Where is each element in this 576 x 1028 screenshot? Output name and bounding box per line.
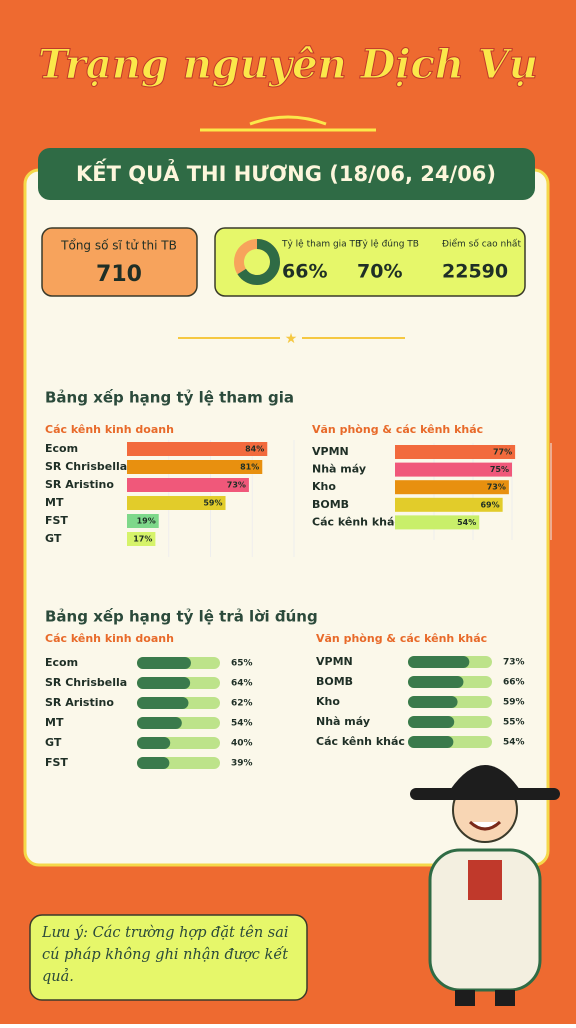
group-title: Văn phòng & các kênh khác bbox=[316, 632, 487, 645]
note-box bbox=[29, 914, 308, 1001]
group-title: Các kênh kinh doanh bbox=[45, 423, 174, 436]
row-label: MT bbox=[45, 496, 64, 509]
bar bbox=[408, 736, 454, 748]
title: Trạng nguyên Dịch Vụ bbox=[38, 41, 538, 88]
value-label: 54% bbox=[231, 719, 253, 729]
value-label: 81% bbox=[240, 463, 259, 472]
row-label: Các kênh khác bbox=[316, 735, 405, 748]
value-label: 73% bbox=[503, 658, 525, 668]
value-label: 55% bbox=[503, 718, 525, 728]
row-label: GT bbox=[45, 736, 62, 749]
row-label: Nhà máy bbox=[312, 463, 366, 476]
bar bbox=[408, 656, 470, 668]
ornament bbox=[200, 115, 376, 132]
bar bbox=[395, 515, 480, 530]
value-label: 73% bbox=[227, 481, 246, 490]
correct-label: Tỷ lệ đúng TB bbox=[356, 239, 419, 250]
row-label: FST bbox=[45, 756, 68, 769]
value-label: 75% bbox=[490, 465, 509, 474]
bar bbox=[408, 696, 458, 708]
value-label: 19% bbox=[137, 517, 156, 526]
bar bbox=[137, 657, 191, 669]
value-label: 39% bbox=[231, 759, 253, 769]
bar bbox=[408, 676, 464, 688]
row-label: FST bbox=[45, 514, 68, 527]
row-label: SR Aristino bbox=[45, 478, 114, 491]
top-score-label: Điểm số cao nhất bbox=[442, 239, 521, 250]
bar bbox=[127, 496, 226, 510]
bar bbox=[395, 497, 503, 512]
group-title: Các kênh kinh doanh bbox=[45, 632, 174, 645]
note-wrap: Lưu ý: Các trường hợp đặt tên sai cú phá… bbox=[42, 925, 289, 985]
total-value: 710 bbox=[96, 262, 142, 287]
row-label: SR Chrisbella bbox=[45, 460, 127, 473]
value-label: 59% bbox=[503, 698, 525, 708]
participation-value: 66% bbox=[282, 261, 327, 283]
section-title: Bảng xếp hạng tỷ lệ tham gia bbox=[45, 388, 294, 407]
bar bbox=[127, 460, 263, 474]
row-label: GT bbox=[45, 532, 62, 545]
value-label: 17% bbox=[133, 535, 152, 544]
value-label: 54% bbox=[503, 738, 525, 748]
row-label: Kho bbox=[316, 695, 340, 708]
bar bbox=[127, 532, 156, 546]
row-label: VPMN bbox=[312, 445, 349, 458]
banner bbox=[38, 148, 535, 200]
value-label: 64% bbox=[231, 679, 253, 689]
row-label: BOMB bbox=[316, 675, 353, 688]
row-label: Ecom bbox=[45, 442, 78, 455]
value-label: 73% bbox=[487, 483, 506, 492]
value-label: 40% bbox=[231, 739, 253, 749]
value-label: 77% bbox=[493, 448, 512, 457]
bar bbox=[137, 677, 191, 689]
group-title: Văn phòng & các kênh khác bbox=[312, 423, 483, 436]
value-label: 59% bbox=[203, 499, 222, 508]
bar bbox=[127, 514, 159, 528]
value-label: 65% bbox=[231, 659, 253, 669]
value-label: 69% bbox=[480, 500, 499, 509]
bar bbox=[137, 717, 182, 729]
bar bbox=[395, 480, 509, 495]
value-label: 54% bbox=[457, 518, 476, 527]
row-label: Ecom bbox=[45, 656, 78, 669]
section-title: Bảng xếp hạng tỷ lệ trả lời đúng bbox=[45, 607, 318, 626]
total-box bbox=[41, 227, 198, 297]
mascot bbox=[410, 765, 560, 1006]
stats-box bbox=[214, 227, 526, 297]
bar bbox=[395, 445, 516, 459]
bar bbox=[127, 442, 268, 456]
subtitle: KẾT QUẢ THI HƯƠNG (18/06, 24/06) bbox=[76, 158, 496, 186]
row-label: SR Chrisbella bbox=[45, 676, 127, 689]
row-label: MT bbox=[45, 716, 64, 729]
row-label: BOMB bbox=[312, 498, 349, 511]
bar bbox=[127, 478, 249, 492]
total-label: Tổng số sĩ tử thi TB bbox=[60, 239, 177, 253]
row-label: Các kênh khác bbox=[312, 515, 401, 528]
row-label: VPMN bbox=[316, 655, 353, 668]
divider-star: ★ bbox=[285, 331, 298, 347]
value-label: 62% bbox=[231, 699, 253, 709]
note: Lưu ý: Các trường hợp đặt tên sai cú phá… bbox=[42, 925, 289, 985]
value-label: 84% bbox=[245, 445, 264, 454]
top-score-value: 22590 bbox=[442, 261, 508, 283]
correct-value: 70% bbox=[357, 261, 402, 283]
row-label: SR Aristino bbox=[45, 696, 114, 709]
bar bbox=[408, 716, 455, 728]
bar bbox=[395, 462, 512, 477]
row-label: Nhà máy bbox=[316, 715, 370, 728]
value-label: 66% bbox=[503, 678, 525, 688]
bar bbox=[137, 697, 189, 709]
donut-fill bbox=[234, 239, 280, 285]
bar bbox=[137, 737, 171, 749]
row-label: Kho bbox=[312, 480, 336, 493]
participation-label: Tỷ lệ tham gia TB bbox=[281, 239, 361, 250]
bar bbox=[137, 757, 170, 769]
